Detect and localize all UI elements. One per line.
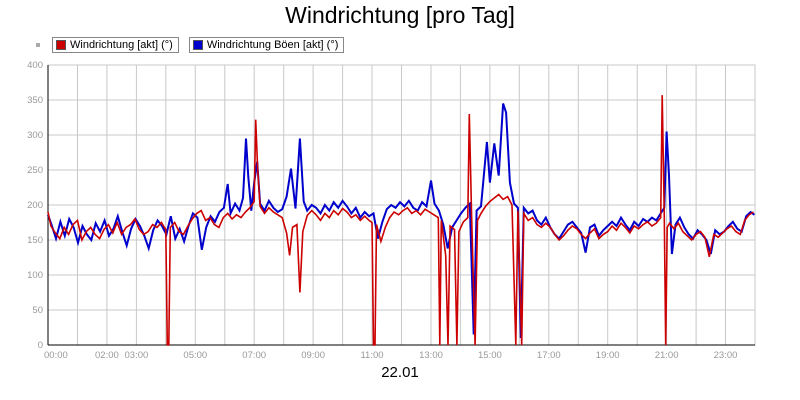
- legend-item-windrichtung-boeen[interactable]: Windrichtung Böen [akt] (°): [188, 37, 345, 53]
- svg-text:200: 200: [27, 200, 43, 211]
- legend-item-windrichtung[interactable]: Windrichtung [akt] (°): [52, 37, 179, 53]
- svg-text:03:00: 03:00: [125, 350, 149, 361]
- svg-text:100: 100: [27, 270, 43, 281]
- svg-text:15:00: 15:00: [478, 350, 502, 361]
- svg-text:350: 350: [27, 95, 43, 106]
- svg-text:13:00: 13:00: [419, 350, 443, 361]
- legend: Windrichtung [akt] (°) Windrichtung Böen…: [36, 37, 345, 53]
- svg-text:250: 250: [27, 165, 43, 176]
- svg-text:09:00: 09:00: [301, 350, 325, 361]
- x-axis-date-label: 22.01: [381, 364, 419, 381]
- legend-handle-icon: [36, 43, 40, 47]
- svg-text:0: 0: [38, 340, 43, 351]
- svg-text:23:00: 23:00: [714, 350, 738, 361]
- series-line-0: [47, 95, 754, 346]
- svg-text:00:00: 00:00: [44, 350, 68, 361]
- chart-title: Windrichtung [pro Tag]: [285, 2, 515, 28]
- legend-label-windrichtung: Windrichtung [akt] (°): [70, 39, 173, 51]
- legend-label-windrichtung-boeen: Windrichtung Böen [akt] (°): [206, 39, 339, 51]
- series-red-swatch-icon: [56, 40, 66, 50]
- svg-text:17:00: 17:00: [537, 350, 561, 361]
- svg-text:07:00: 07:00: [242, 350, 266, 361]
- series-blue-swatch-icon: [192, 40, 203, 50]
- svg-text:150: 150: [27, 235, 43, 246]
- svg-text:50: 50: [32, 305, 43, 316]
- svg-text:300: 300: [27, 130, 43, 141]
- svg-text:02:00: 02:00: [95, 350, 119, 361]
- svg-text:19:00: 19:00: [596, 350, 620, 361]
- svg-text:11:00: 11:00: [360, 350, 383, 361]
- svg-text:05:00: 05:00: [183, 350, 207, 361]
- series-line-1: [47, 103, 755, 339]
- svg-text:21:00: 21:00: [655, 350, 679, 361]
- svg-text:400: 400: [27, 60, 43, 71]
